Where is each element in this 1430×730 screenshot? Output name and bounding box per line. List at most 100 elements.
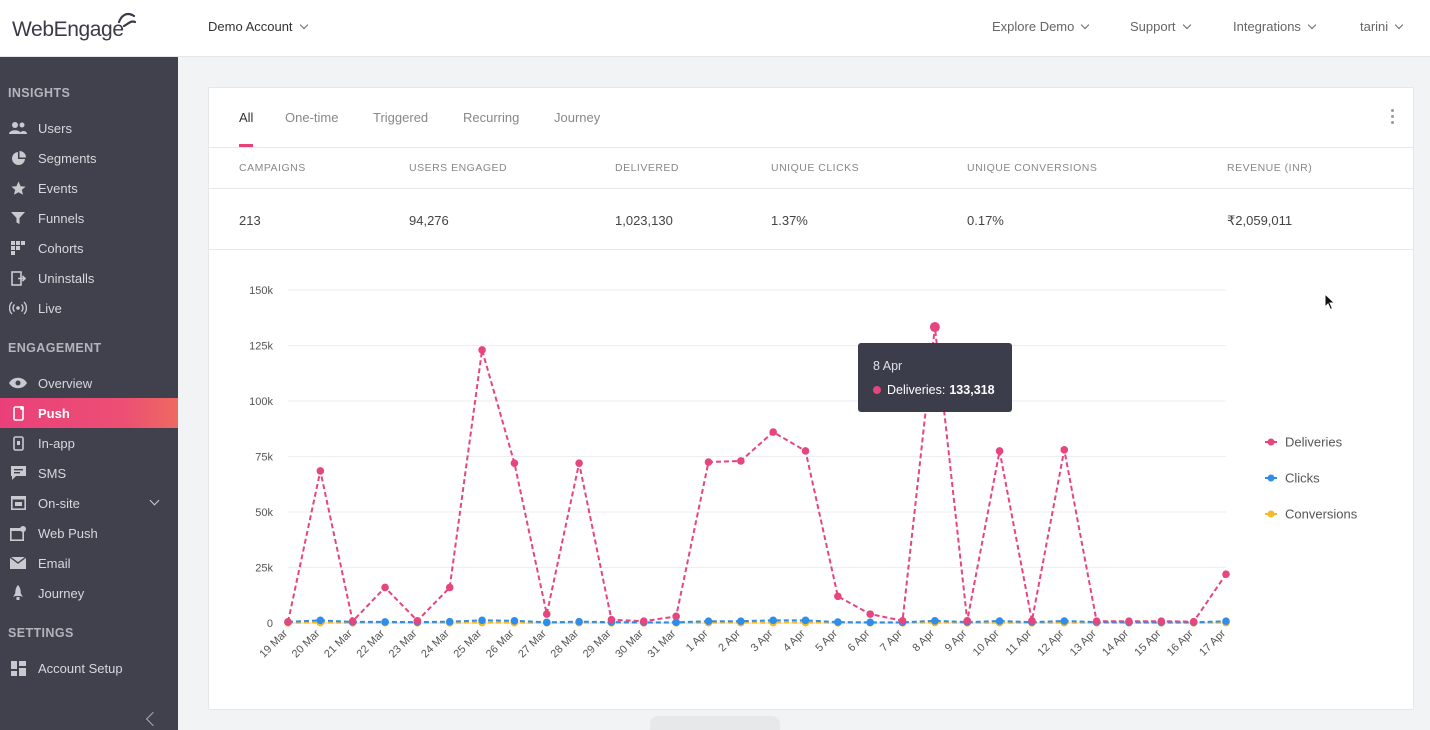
sidebar-item-in-app[interactable]: In-app (0, 428, 178, 458)
tooltip-value: 133,318 (949, 383, 995, 397)
tab-journey[interactable]: Journey (554, 110, 601, 125)
explore-demo-label: Explore Demo (992, 19, 1075, 34)
sidebar-item-uninstalls[interactable]: Uninstalls (0, 263, 178, 293)
sidebar-item-label: Users (38, 120, 72, 136)
section-insights: INSIGHTS (8, 86, 71, 100)
chevron-down-icon (1307, 20, 1317, 30)
delivered-value: 1,023,130 (615, 213, 673, 228)
sidebar-item-segments[interactable]: Segments (0, 143, 178, 173)
unique-clicks-value: 1.37% (771, 213, 808, 228)
stat-header: DELIVERED (615, 162, 680, 174)
account-label: Demo Account (208, 19, 293, 34)
exit-icon (9, 269, 27, 287)
integrations-menu[interactable]: Integrations (1233, 19, 1317, 34)
sidebar-item-label: On-site (38, 495, 80, 511)
tab-triggered[interactable]: Triggered (373, 110, 429, 125)
tooltip-row: Deliveries: 133,318 (873, 383, 995, 397)
section-engagement: ENGAGEMENT (8, 341, 102, 355)
sidebar-item-funnels[interactable]: Funnels (0, 203, 178, 233)
integrations-label: Integrations (1233, 19, 1301, 34)
stats-header-row: CAMPAIGNS USERS ENGAGED DELIVERED UNIQUE… (209, 148, 1413, 189)
chevron-down-icon[interactable] (149, 495, 160, 506)
eye-icon (9, 374, 27, 392)
explore-demo-menu[interactable]: Explore Demo (992, 19, 1090, 34)
sidebar-item-users[interactable]: Users (0, 113, 178, 143)
push-overview-card: All One-time Triggered Recurring Journey… (208, 87, 1414, 710)
sidebar-item-events[interactable]: Events (0, 173, 178, 203)
bottom-handle (650, 716, 780, 730)
broadcast-icon (9, 299, 27, 317)
sidebar-item-live[interactable]: Live (0, 293, 178, 323)
campaigns-value: 213 (239, 213, 261, 228)
sidebar-item-label: SMS (38, 465, 67, 481)
rocket-icon (9, 584, 27, 602)
webengage-logo[interactable]: WebEngage (12, 10, 137, 44)
revenue-value: ₹2,059,011 (1227, 213, 1293, 228)
mail-icon (9, 554, 27, 572)
sidebar-item-label: Web Push (38, 525, 98, 541)
stat-header: UNIQUE CONVERSIONS (967, 162, 1098, 174)
logo-mark-icon (117, 12, 137, 28)
more-options-icon[interactable] (1391, 109, 1395, 127)
sidebar-item-label: Cohorts (38, 240, 84, 256)
tablet-icon (9, 434, 27, 452)
sidebar-item-email[interactable]: Email (0, 548, 178, 578)
stat-header: REVENUE (INR) (1227, 162, 1313, 174)
tab-all[interactable]: All (239, 110, 254, 147)
sidebar-item-web-push[interactable]: Web Push (0, 518, 178, 548)
sidebar-item-overview[interactable]: Overview (0, 368, 178, 398)
section-settings: SETTINGS (8, 626, 74, 640)
window-icon (9, 494, 27, 512)
grid-icon (9, 239, 27, 257)
collapse-sidebar-icon[interactable] (145, 711, 161, 727)
sidebar-item-sms[interactable]: SMS (0, 458, 178, 488)
sidebar-item-label: Email (38, 555, 71, 571)
browser-icon (9, 524, 27, 542)
tab-one-time[interactable]: One-time (285, 110, 339, 125)
funnel-icon (9, 209, 27, 227)
mouse-cursor-icon (1324, 293, 1336, 311)
chevron-down-icon (1081, 20, 1090, 30)
chevron-down-icon (1182, 20, 1191, 30)
sidebar-item-account-setup[interactable]: Account Setup (0, 653, 178, 683)
sidebar-item-journey[interactable]: Journey (0, 578, 178, 608)
sidebar-item-label: Segments (38, 150, 97, 166)
sidebar-item-push[interactable]: Push (0, 398, 178, 428)
tooltip-date: 8 Apr (873, 359, 903, 373)
stat-header: USERS ENGAGED (409, 162, 508, 174)
sidebar-item-label: In-app (38, 435, 75, 451)
user-menu[interactable]: tarini (1360, 19, 1404, 34)
sidebar-item-label: Overview (38, 375, 93, 391)
stat-header: UNIQUE CLICKS (771, 162, 860, 174)
sidebar-item-label: Live (38, 300, 62, 316)
unique-conversions-value: 0.17% (967, 213, 1004, 228)
users-icon (9, 119, 27, 137)
tooltip-label: Deliveries: (887, 383, 946, 397)
sidebar-item-on-site[interactable]: On-site (0, 488, 178, 518)
deliveries-dot-icon (873, 386, 881, 394)
chart-tooltip: 8 Apr Deliveries: 133,318 (858, 343, 1012, 412)
support-label: Support (1130, 19, 1176, 34)
chat-icon (9, 464, 27, 482)
chevron-down-icon (299, 20, 308, 30)
sidebar-item-label: Journey (38, 585, 85, 601)
support-menu[interactable]: Support (1130, 19, 1191, 34)
top-bar: WebEngage Demo Account Explore Demo Supp… (0, 0, 1430, 57)
pie-icon (9, 149, 27, 167)
sidebar-item-cohorts[interactable]: Cohorts (0, 233, 178, 263)
logo-text: WebEngage (12, 18, 124, 41)
sidebar-item-label: Push (38, 405, 70, 421)
tab-recurring[interactable]: Recurring (463, 110, 520, 125)
phone-icon (9, 404, 27, 422)
sidebar-item-label: Events (38, 180, 78, 196)
sidebar-item-label: Funnels (38, 210, 85, 226)
sidebar-item-label: Account Setup (38, 660, 123, 676)
stat-header: CAMPAIGNS (239, 162, 306, 174)
dashboard-icon (9, 659, 27, 677)
star-icon (9, 179, 27, 197)
sidebar: INSIGHTS Users Segments Events Funnels C… (0, 57, 178, 730)
account-selector[interactable]: Demo Account (208, 19, 308, 34)
campaign-tabs: All One-time Triggered Recurring Journey (209, 88, 1413, 148)
chevron-down-icon (1394, 20, 1404, 30)
user-label: tarini (1360, 19, 1389, 34)
